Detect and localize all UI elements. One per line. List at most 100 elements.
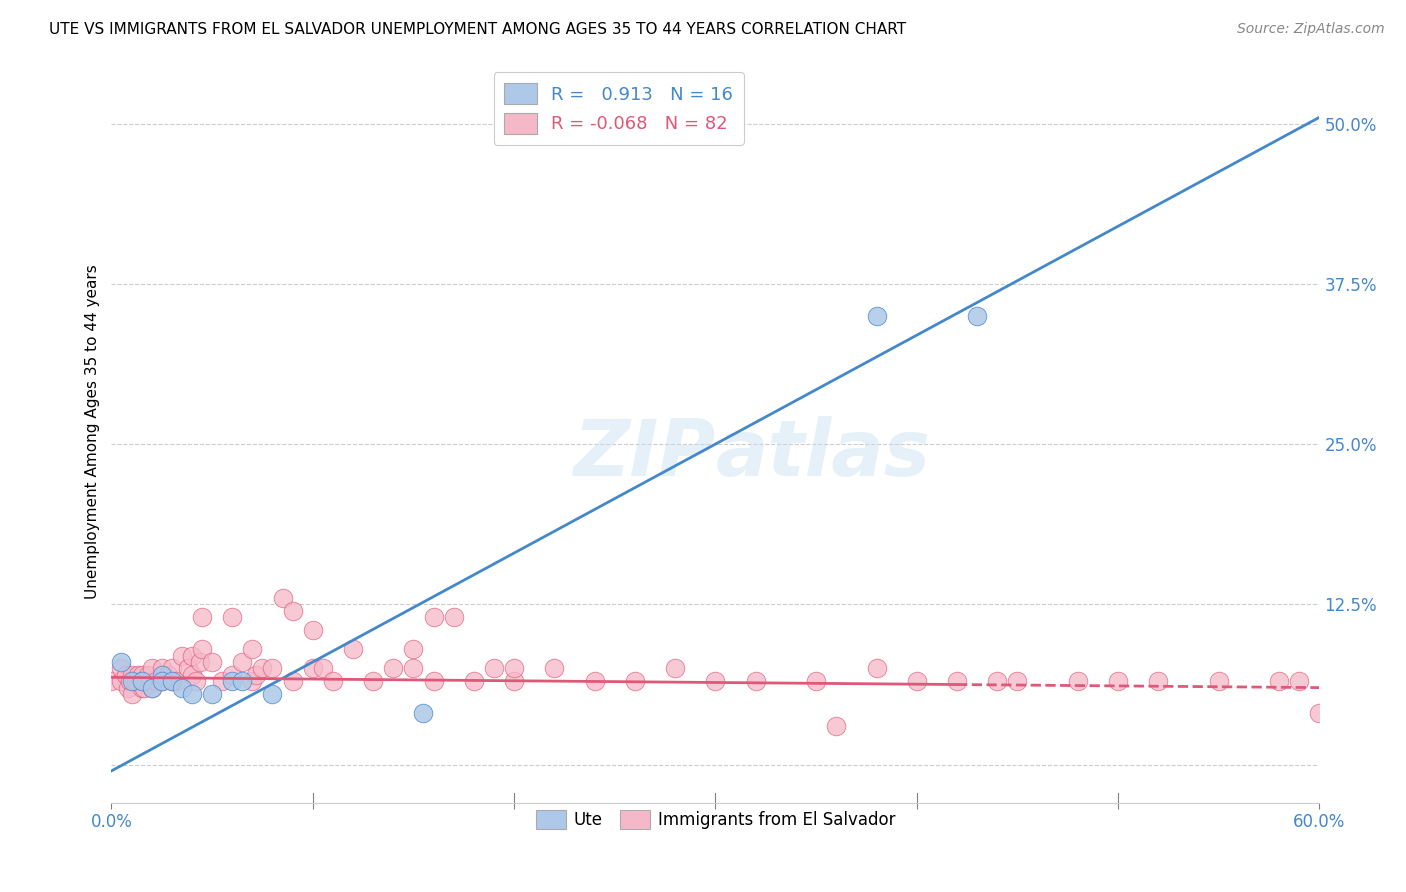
Text: UTE VS IMMIGRANTS FROM EL SALVADOR UNEMPLOYMENT AMONG AGES 35 TO 44 YEARS CORREL: UTE VS IMMIGRANTS FROM EL SALVADOR UNEMP…	[49, 22, 907, 37]
Point	[201, 655, 224, 669]
Point	[150, 674, 173, 689]
Point	[240, 642, 263, 657]
Point	[664, 661, 686, 675]
Point	[231, 674, 253, 689]
Point	[110, 661, 132, 675]
Point	[312, 661, 335, 675]
Text: ZIP: ZIP	[574, 416, 716, 491]
Point	[986, 674, 1008, 689]
Point	[704, 674, 727, 689]
Point	[804, 674, 827, 689]
Point	[281, 674, 304, 689]
Point	[124, 674, 146, 689]
Point	[150, 674, 173, 689]
Point	[131, 681, 153, 695]
Point	[1067, 674, 1090, 689]
Point	[946, 674, 969, 689]
Point	[322, 674, 344, 689]
Point	[141, 661, 163, 675]
Point	[382, 661, 405, 675]
Point	[482, 661, 505, 675]
Point	[131, 674, 153, 689]
Y-axis label: Unemployment Among Ages 35 to 44 years: Unemployment Among Ages 35 to 44 years	[86, 264, 100, 599]
Point	[231, 655, 253, 669]
Point	[131, 674, 153, 689]
Point	[865, 309, 887, 323]
Point	[1208, 674, 1230, 689]
Point	[114, 667, 136, 681]
Point	[188, 655, 211, 669]
Point	[744, 674, 766, 689]
Point	[271, 591, 294, 605]
Point	[221, 674, 243, 689]
Point	[1268, 674, 1291, 689]
Point	[825, 719, 848, 733]
Point	[181, 687, 204, 701]
Point	[443, 610, 465, 624]
Point	[150, 661, 173, 675]
Point	[361, 674, 384, 689]
Point	[422, 674, 444, 689]
Point	[201, 687, 224, 701]
Point	[170, 681, 193, 695]
Point	[141, 681, 163, 695]
Point	[301, 661, 323, 675]
Point	[118, 674, 141, 689]
Point	[191, 610, 214, 624]
Point	[422, 610, 444, 624]
Point	[110, 655, 132, 669]
Text: atlas: atlas	[716, 416, 931, 491]
Point	[165, 674, 187, 689]
Point	[1107, 674, 1129, 689]
Point	[100, 674, 122, 689]
Point	[191, 642, 214, 657]
Point	[1288, 674, 1310, 689]
Point	[160, 674, 183, 689]
Point	[121, 674, 143, 689]
Point	[624, 674, 647, 689]
Point	[117, 681, 139, 695]
Point	[181, 667, 204, 681]
Point	[1147, 674, 1170, 689]
Point	[543, 661, 565, 675]
Point	[865, 661, 887, 675]
Point	[150, 667, 173, 681]
Point	[281, 604, 304, 618]
Point	[412, 706, 434, 721]
Point	[127, 667, 149, 681]
Point	[905, 674, 928, 689]
Point	[184, 674, 207, 689]
Point	[221, 610, 243, 624]
Point	[301, 623, 323, 637]
Legend: Ute, Immigrants from El Salvador: Ute, Immigrants from El Salvador	[529, 803, 903, 836]
Point	[240, 674, 263, 689]
Point	[121, 667, 143, 681]
Point	[131, 667, 153, 681]
Point	[136, 667, 159, 681]
Point	[262, 687, 284, 701]
Point	[262, 661, 284, 675]
Point	[1308, 706, 1330, 721]
Point	[160, 661, 183, 675]
Point	[132, 681, 155, 695]
Point	[141, 681, 163, 695]
Point	[245, 667, 267, 681]
Point	[170, 648, 193, 663]
Point	[211, 674, 233, 689]
Point	[402, 642, 425, 657]
Point	[135, 674, 157, 689]
Point	[252, 661, 274, 675]
Point	[160, 674, 183, 689]
Point	[145, 674, 167, 689]
Text: Source: ZipAtlas.com: Source: ZipAtlas.com	[1237, 22, 1385, 37]
Point	[342, 642, 364, 657]
Point	[177, 661, 200, 675]
Point	[966, 309, 988, 323]
Point	[221, 667, 243, 681]
Point	[1007, 674, 1029, 689]
Point	[156, 667, 179, 681]
Point	[583, 674, 606, 689]
Point	[110, 674, 132, 689]
Point	[402, 661, 425, 675]
Point	[121, 687, 143, 701]
